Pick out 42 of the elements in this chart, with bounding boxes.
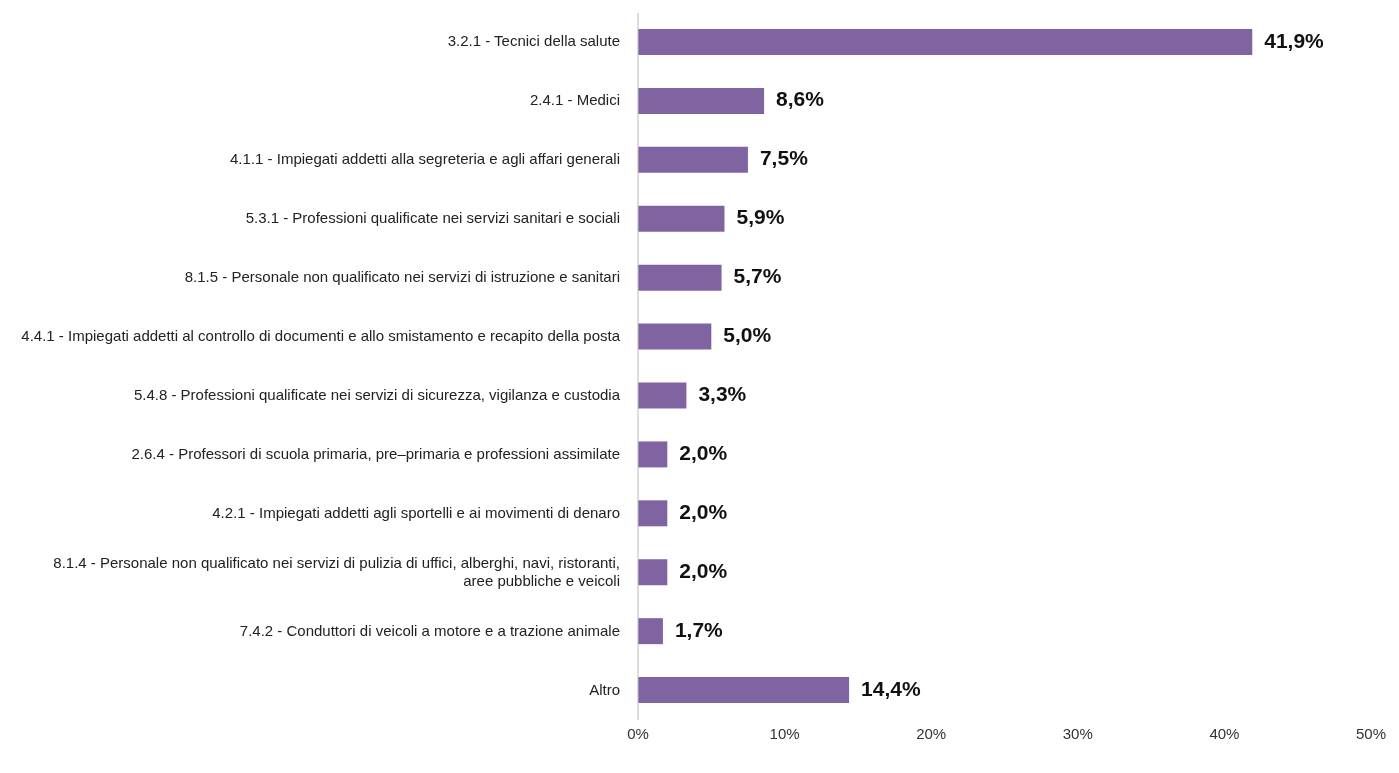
- x-tick-label: 40%: [1209, 724, 1240, 742]
- y-tick-label: 2.6.4 - Professori di scuola primaria, pre–primaria e professioni assimilate: [131, 444, 620, 462]
- bar: [638, 441, 668, 468]
- x-tick-label: 50%: [1355, 724, 1387, 742]
- y-tick-label: 3.2.1 - Tecnici della salute: [447, 32, 620, 50]
- bar: [638, 559, 668, 586]
- bar: [638, 205, 725, 232]
- bar: [638, 500, 668, 527]
- bar: [638, 87, 765, 114]
- data-label: 3,3%: [698, 382, 747, 406]
- y-tick-label: 4.4.1 - Impiegati addetti al controllo di documenti e allo smistamento e recapito della posta: [21, 327, 621, 345]
- data-label: 5,0%: [723, 323, 772, 347]
- data-label: 2,0%: [679, 558, 728, 582]
- y-tick-label: 5.3.1 - Professioni qualificate nei servizi sanitari e sociali: [245, 209, 620, 227]
- x-tick-label: 20%: [916, 724, 947, 742]
- y-tick-label: 8.1.5 - Personale non qualificato nei servizi di istruzione e sanitari: [184, 268, 620, 286]
- x-tick-label: 30%: [1062, 724, 1093, 742]
- data-label: 2,0%: [679, 499, 728, 523]
- data-label: 41,9%: [1264, 28, 1325, 52]
- y-tick-label: 2.4.1 - Medici: [529, 91, 620, 109]
- data-label: 2,0%: [679, 440, 728, 464]
- data-label: 1,7%: [674, 617, 724, 641]
- bar: [638, 146, 748, 173]
- bar: [638, 29, 1253, 55]
- y-tick-label: Altro: [589, 680, 620, 698]
- data-label: 8,6%: [776, 87, 825, 111]
- bar: [638, 264, 722, 291]
- data-label: 5,7%: [733, 264, 782, 288]
- y-tick-label: 7.4.2 - Conduttori di veicoli a motore e a trazione animale: [239, 621, 620, 639]
- bar: [638, 618, 663, 645]
- x-tick-label: 0%: [627, 724, 649, 742]
- y-tick-label: 8.1.4 - Personale non qualificato nei servizi di pulizia di uffici, alberghi, navi, ristoranti, aree pubbliche e veicoli: [53, 553, 620, 589]
- bar: [638, 677, 850, 704]
- data-label: 5,9%: [736, 205, 785, 229]
- data-label: 7,5%: [759, 146, 809, 170]
- bar: [638, 382, 687, 409]
- y-tick-label: 4.2.1 - Impiegati addetti agli sportelli e ai movimenti di denaro: [212, 503, 620, 521]
- bar: [638, 323, 712, 350]
- data-label: 14,4%: [861, 676, 921, 700]
- y-tick-label: 5.4.8 - Professioni qualificate nei servizi di sicurezza, vigilanza e custodia: [133, 385, 621, 403]
- x-tick-label: 10%: [769, 724, 800, 742]
- y-tick-label: 4.1.1 - Impiegati addetti alla segreteria e agli affari generali: [230, 150, 620, 168]
